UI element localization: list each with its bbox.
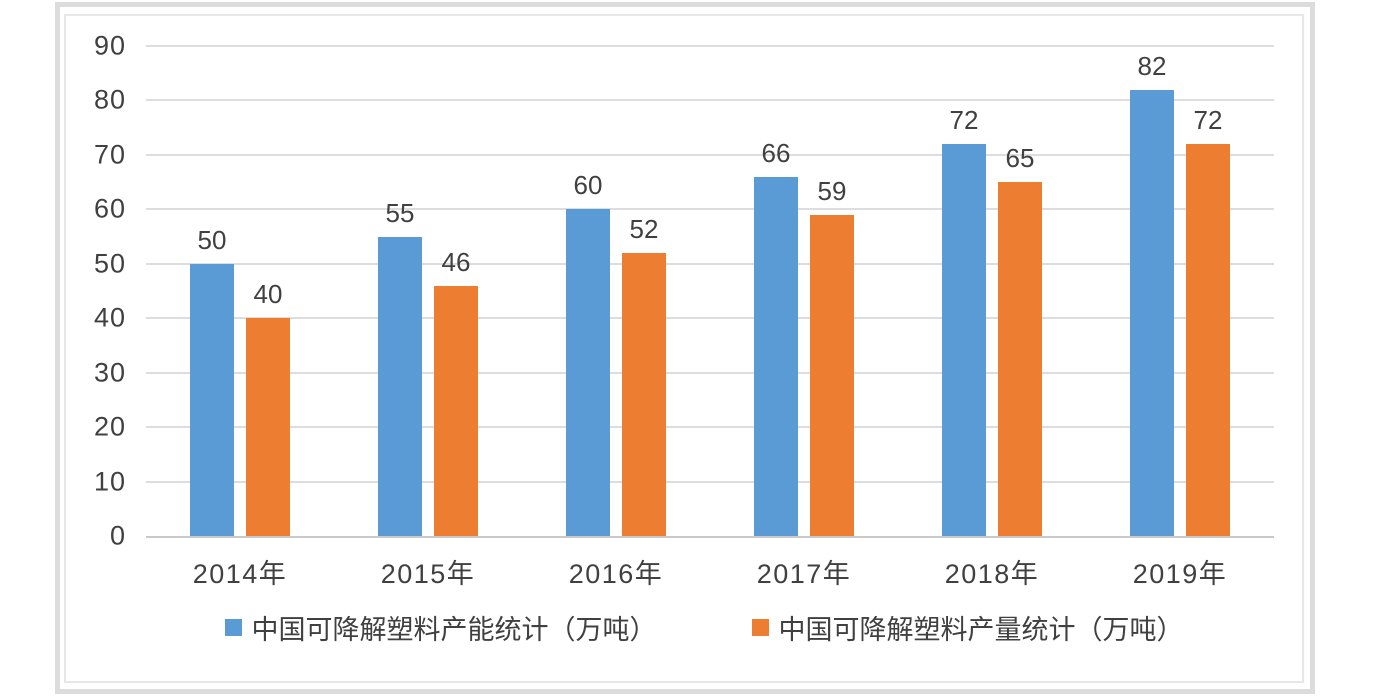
bar-value-label: 46 [441, 246, 471, 277]
bar-value-label: 59 [817, 175, 847, 206]
bar-capacity [1130, 89, 1174, 536]
y-tick-label: 70 [93, 139, 126, 170]
bar-group-4: 72 65 [898, 46, 1086, 536]
bar-value-label: 40 [253, 279, 283, 310]
plot-area: 50 40 55 46 60 52 66 59 72 65 82 72 [146, 45, 1274, 538]
bar-production [434, 285, 478, 536]
legend-swatch [224, 619, 242, 636]
bar-group-2: 60 52 [522, 46, 710, 536]
bar-value-label: 60 [573, 170, 603, 201]
gridline [146, 317, 1274, 320]
x-tick-label: 2018年 [944, 559, 1040, 589]
bar-capacity [190, 263, 234, 536]
bar-group-5: 82 72 [1086, 46, 1274, 536]
y-tick-label: 50 [93, 248, 126, 279]
bar-group-3: 66 59 [710, 46, 898, 536]
gridline [146, 45, 1274, 47]
legend-label: 中国可降解塑料产量统计（万吨） [778, 615, 1184, 645]
y-tick-label: 0 [109, 520, 126, 551]
bar-value-label: 72 [1193, 105, 1223, 135]
bar-group-0: 50 40 [146, 46, 334, 536]
bar-production [1186, 144, 1230, 536]
y-tick-label: 60 [93, 193, 126, 224]
y-tick-label: 80 [93, 84, 126, 115]
bar-production [810, 214, 854, 536]
x-tick-label: 2017年 [756, 559, 852, 589]
bar-capacity [942, 144, 986, 536]
x-axis: 2014年 2015年 2016年 2017年 2018年 2019年 [146, 552, 1274, 589]
legend-item-0: 中国可降解塑料产能统计（万吨） [224, 608, 657, 647]
gridline [146, 426, 1274, 429]
gridline [146, 153, 1274, 156]
bar-production [246, 318, 290, 536]
x-tick-label: 2016年 [568, 559, 664, 589]
bar-value-label: 55 [385, 197, 415, 228]
gridline [146, 480, 1274, 483]
x-tick-label: 2014年 [192, 559, 288, 589]
gridline [146, 262, 1274, 265]
legend-label: 中国可降解塑料产能统计（万吨） [251, 615, 657, 645]
gridline [146, 208, 1274, 211]
y-tick-label: 90 [93, 30, 126, 61]
bar-value-label: 65 [1005, 143, 1035, 174]
legend-item-1: 中国可降解塑料产量统计（万吨） [751, 608, 1184, 647]
legend: 中国可降解塑料产能统计（万吨） 中国可降解塑料产量统计（万吨） [66, 608, 1302, 647]
x-tick-label: 2019年 [1132, 559, 1228, 589]
y-tick-label: 20 [93, 411, 126, 442]
bar-chart: 0 10 20 30 40 50 60 70 80 90 50 40 55 46 60 52 66 59 72 65… [64, 14, 1304, 683]
y-axis: 0 10 20 30 40 50 60 70 80 90 [66, 31, 134, 551]
bar-production [622, 252, 666, 536]
y-tick-label: 10 [93, 466, 126, 497]
x-tick-label: 2015年 [380, 559, 476, 589]
bar-capacity [566, 209, 610, 536]
bar-capacity [754, 176, 798, 536]
bar-production [998, 182, 1042, 536]
y-tick-label: 40 [93, 302, 126, 333]
legend-swatch [751, 619, 769, 636]
bar-value-label: 82 [1137, 50, 1167, 81]
bar-group-1: 55 46 [334, 46, 522, 536]
bar-value-label: 50 [197, 224, 227, 255]
y-tick-label: 30 [93, 357, 126, 388]
bar-value-label: 52 [629, 213, 659, 244]
gridline [146, 99, 1274, 102]
chart-outer-frame: 0 10 20 30 40 50 60 70 80 90 50 40 55 46 60 52 66 59 72 65… [55, 2, 1315, 694]
bar-value-label: 66 [761, 137, 791, 168]
bar-value-label: 72 [949, 105, 979, 135]
bar-capacity [378, 236, 422, 536]
gridline [146, 371, 1274, 374]
